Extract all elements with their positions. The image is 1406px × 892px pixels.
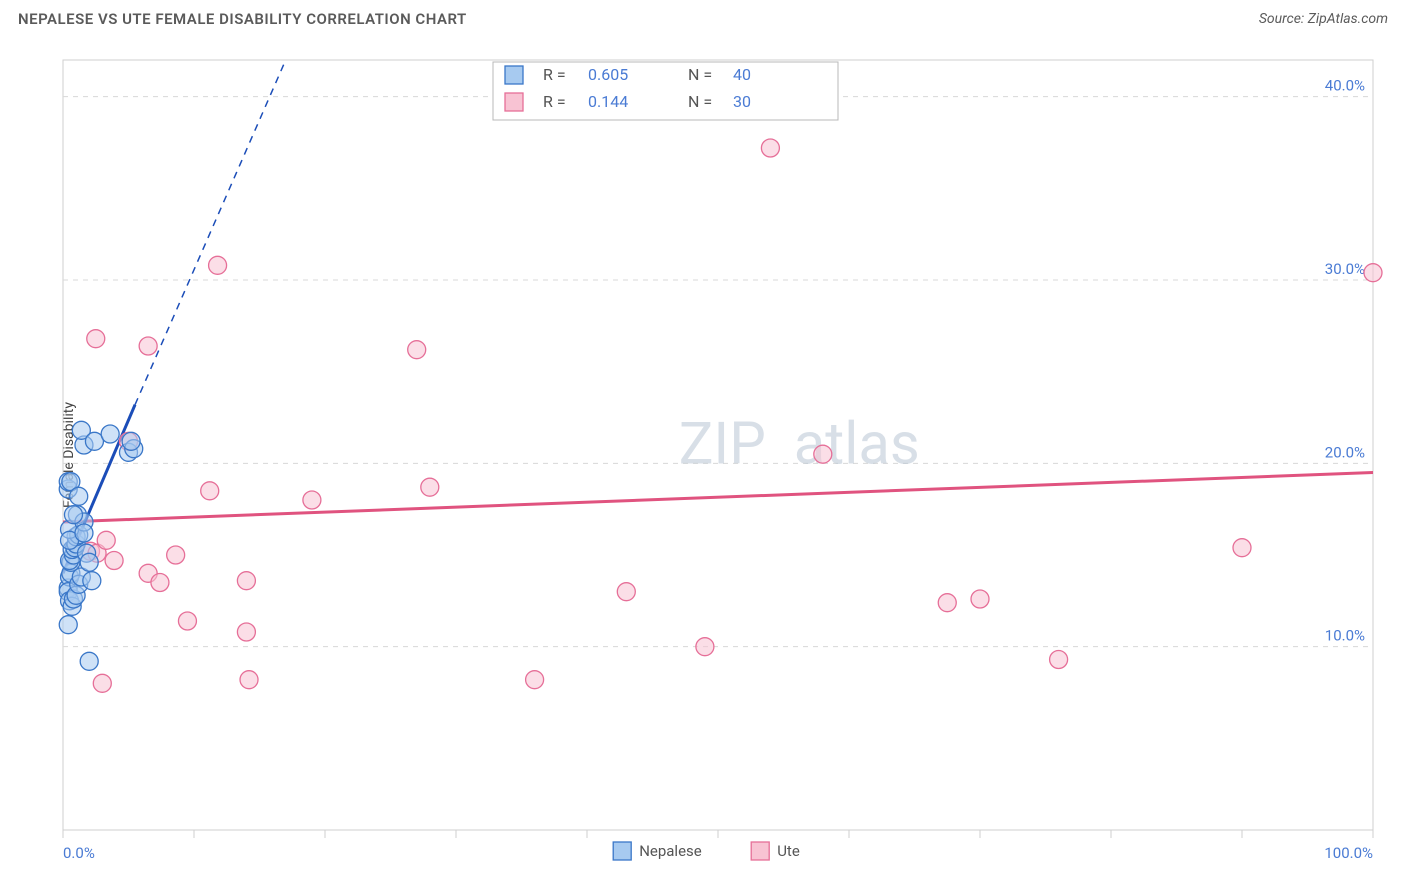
chart-container: Female Disability 10.0%20.0%30.0%40.0%0.…	[18, 40, 1388, 870]
data-point	[938, 594, 956, 612]
data-point	[240, 671, 258, 689]
svg-text:ZIP: ZIP	[679, 410, 766, 478]
data-point	[97, 531, 115, 549]
svg-text:20.0%: 20.0%	[1325, 443, 1365, 461]
svg-text:0.605: 0.605	[588, 65, 628, 84]
data-point	[151, 574, 169, 592]
data-point	[814, 445, 832, 463]
data-point	[87, 330, 105, 348]
data-point	[80, 553, 98, 571]
data-point	[139, 337, 157, 355]
svg-text:40.0%: 40.0%	[1325, 77, 1365, 95]
data-point	[237, 572, 255, 590]
svg-text:40: 40	[733, 65, 751, 84]
data-point	[80, 652, 98, 670]
data-point	[1050, 651, 1068, 669]
legend-label: Ute	[777, 842, 800, 860]
data-point	[617, 583, 635, 601]
data-point	[75, 524, 93, 542]
data-point	[209, 256, 227, 274]
svg-text:10.0%: 10.0%	[1325, 627, 1365, 645]
svg-text:N =: N =	[688, 65, 712, 84]
data-point	[201, 482, 219, 500]
data-point	[64, 506, 82, 524]
data-point	[1364, 264, 1382, 282]
svg-text:30.0%: 30.0%	[1325, 260, 1365, 278]
svg-text:R =: R =	[543, 92, 566, 111]
data-point	[122, 432, 140, 450]
data-point	[70, 487, 88, 505]
legend-swatch	[751, 842, 769, 860]
data-point	[167, 546, 185, 564]
chart-svg: 10.0% 20.0% 30.0% 40.0% 0.0% 100.0% ZIP atlas R …	[48, 40, 1388, 870]
svg-text:R =: R =	[543, 65, 566, 84]
svg-text:0.144: 0.144	[588, 92, 628, 111]
data-point	[105, 552, 123, 570]
data-point	[101, 425, 119, 443]
data-point	[237, 623, 255, 641]
data-point	[83, 572, 101, 590]
chart-header: NEPALESE VS UTE FEMALE DISABILITY CORREL…	[0, 0, 1406, 34]
data-point	[1233, 539, 1251, 557]
legend-swatch	[613, 842, 631, 860]
chart-source: Source: ZipAtlas.com	[1259, 11, 1388, 27]
data-point	[93, 674, 111, 692]
data-point	[303, 491, 321, 509]
data-point	[526, 671, 544, 689]
stats-legend: R = 0.605 N = 40 R = 0.144 N = 30	[493, 62, 838, 120]
data-point	[59, 616, 77, 634]
chart-title: NEPALESE VS UTE FEMALE DISABILITY CORREL…	[18, 10, 467, 28]
legend-label: Nepalese	[639, 842, 702, 860]
data-point	[761, 139, 779, 157]
data-point	[971, 590, 989, 608]
svg-text:100.0%: 100.0%	[1324, 844, 1373, 862]
svg-text:atlas: atlas	[794, 410, 920, 478]
data-point	[178, 612, 196, 630]
svg-text:0.0%: 0.0%	[63, 844, 95, 862]
svg-text:30: 30	[733, 92, 751, 111]
data-point	[696, 638, 714, 656]
data-point	[421, 478, 439, 496]
watermark: ZIP atlas	[679, 410, 920, 478]
data-point	[408, 341, 426, 359]
svg-text:N =: N =	[688, 92, 712, 111]
